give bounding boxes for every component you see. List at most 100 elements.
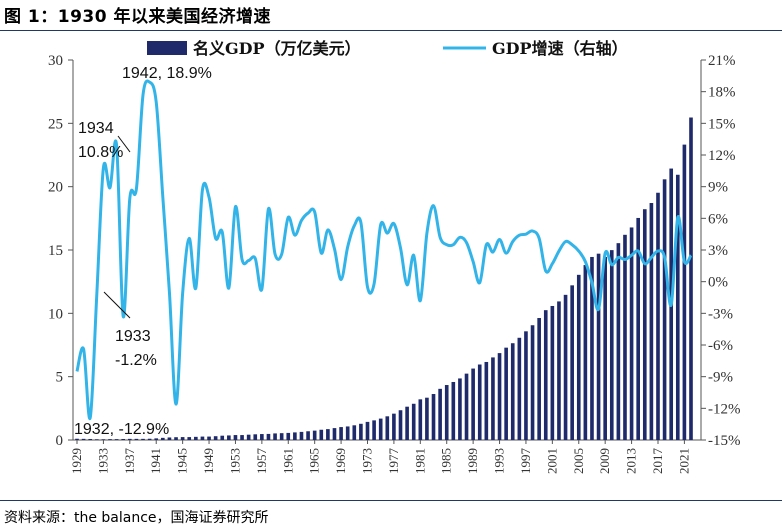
gdp-bar bbox=[220, 435, 225, 440]
gdp-bar bbox=[636, 217, 640, 440]
left-tick-label: 10 bbox=[48, 306, 63, 322]
gdp-bar bbox=[609, 250, 614, 440]
gdp-bar bbox=[227, 435, 231, 440]
x-tick-label: 2017 bbox=[650, 448, 665, 475]
legend-line-label: GDP增速（右轴） bbox=[492, 39, 628, 58]
gdp-bar bbox=[352, 425, 357, 440]
gdp-bar bbox=[187, 437, 192, 440]
gdp-bar bbox=[167, 437, 172, 440]
gdp-bar bbox=[154, 438, 159, 440]
annotation-label: 1934 bbox=[78, 120, 114, 137]
gdp-bar bbox=[530, 325, 535, 440]
gdp-bar bbox=[253, 434, 258, 440]
x-tick-label: 1981 bbox=[412, 448, 427, 474]
left-tick-label: 0 bbox=[56, 433, 64, 449]
gdp-bar bbox=[94, 439, 99, 440]
gdp-bar bbox=[458, 378, 462, 440]
gdp-bar bbox=[194, 436, 198, 440]
gdp-bar bbox=[689, 117, 693, 441]
gdp-bar bbox=[583, 265, 588, 440]
x-tick-label: 1945 bbox=[175, 448, 190, 474]
x-tick-label: 2021 bbox=[676, 448, 691, 474]
gdp-bar bbox=[260, 434, 264, 440]
gdp-bar bbox=[425, 397, 429, 440]
right-tick-label: -15% bbox=[708, 433, 741, 449]
gdp-bar bbox=[121, 438, 126, 440]
gdp-bar bbox=[662, 179, 667, 440]
gdp-bar bbox=[213, 436, 218, 440]
legend-bar-swatch bbox=[147, 41, 187, 55]
legend-bar-label: 名义GDP（万亿美元） bbox=[193, 39, 361, 58]
gdp-bar bbox=[174, 437, 178, 440]
gdp-bar bbox=[312, 430, 317, 440]
bottom-rule bbox=[0, 500, 782, 501]
gdp-bar bbox=[649, 203, 654, 440]
gdp-bar bbox=[411, 403, 416, 440]
annotation-label: 1942, 18.9% bbox=[122, 65, 212, 82]
left-tick-label: 25 bbox=[48, 116, 63, 132]
gdp-bar bbox=[332, 428, 337, 440]
gdp-bar bbox=[497, 353, 502, 440]
x-tick-label: 1977 bbox=[386, 448, 401, 475]
left-tick-label: 20 bbox=[48, 180, 63, 196]
gdp-bar bbox=[464, 373, 469, 440]
line-series bbox=[75, 79, 693, 420]
growth-line bbox=[75, 79, 693, 420]
right-tick-label: -9% bbox=[708, 370, 733, 386]
annotations: 1942, 18.9% 1934 10.8% 1933 -1.2% 1932, -12.9… bbox=[74, 65, 212, 438]
gdp-bar bbox=[75, 438, 79, 440]
gdp-bar bbox=[180, 437, 185, 440]
x-tick-label: 1941 bbox=[148, 448, 163, 474]
gdp-bar bbox=[629, 227, 634, 440]
gdp-bar bbox=[88, 438, 93, 440]
annotation-leader bbox=[103, 291, 131, 319]
gdp-bar bbox=[596, 253, 601, 440]
x-tick-label: 2009 bbox=[597, 448, 612, 474]
gdp-bar bbox=[108, 439, 112, 440]
annotation-label: -1.2% bbox=[115, 352, 157, 369]
gdp-bar bbox=[438, 388, 442, 440]
gdp-bar bbox=[326, 429, 330, 440]
gdp-bar bbox=[339, 427, 343, 440]
right-tick-label: -6% bbox=[708, 338, 733, 354]
legend: 名义GDP（万亿美元） GDP增速（右轴） bbox=[147, 39, 628, 58]
x-tick-label: 1993 bbox=[492, 448, 507, 474]
gdp-bar bbox=[576, 274, 581, 440]
gdp-bar bbox=[557, 301, 561, 440]
x-tick-label: 1957 bbox=[254, 448, 269, 475]
top-rule bbox=[0, 30, 782, 31]
right-tick-label: 0% bbox=[708, 275, 728, 291]
annotation-label: 1933 bbox=[115, 328, 151, 345]
figure-title: 图 1：1930 年以来美国经济增速 bbox=[4, 7, 271, 27]
gdp-bar bbox=[392, 413, 396, 440]
gdp-bar bbox=[510, 343, 515, 440]
gdp-bar bbox=[682, 144, 687, 440]
gdp-bar bbox=[491, 357, 495, 440]
gdp-bar bbox=[563, 294, 568, 440]
right-tick-label: 15% bbox=[708, 116, 736, 132]
gdp-bar bbox=[517, 337, 522, 440]
gdp-bar bbox=[240, 435, 244, 440]
gdp-bar bbox=[431, 394, 436, 440]
gdp-bar bbox=[233, 435, 238, 440]
gdp-bar bbox=[359, 423, 363, 440]
right-tick-label: 21% bbox=[708, 53, 736, 69]
gdp-bar bbox=[418, 399, 423, 440]
gdp-bar bbox=[319, 429, 324, 440]
gdp-bar bbox=[128, 438, 132, 440]
x-tick-label: 1997 bbox=[518, 448, 533, 475]
gdp-bar bbox=[385, 416, 390, 440]
gdp-bar bbox=[286, 432, 291, 440]
gdp-bar bbox=[405, 406, 409, 440]
gdp-bar bbox=[642, 209, 647, 440]
gdp-bar bbox=[471, 368, 475, 440]
left-tick-label: 30 bbox=[48, 53, 63, 69]
x-tick-label: 2013 bbox=[624, 448, 639, 474]
annotation-leader bbox=[117, 135, 131, 153]
gdp-bar bbox=[101, 439, 106, 440]
left-tick-label: 15 bbox=[48, 243, 63, 259]
gdp-bar bbox=[372, 420, 376, 440]
gdp-bar bbox=[616, 243, 621, 440]
x-tick-label: 1973 bbox=[359, 448, 374, 474]
x-tick-label: 1949 bbox=[201, 448, 216, 474]
